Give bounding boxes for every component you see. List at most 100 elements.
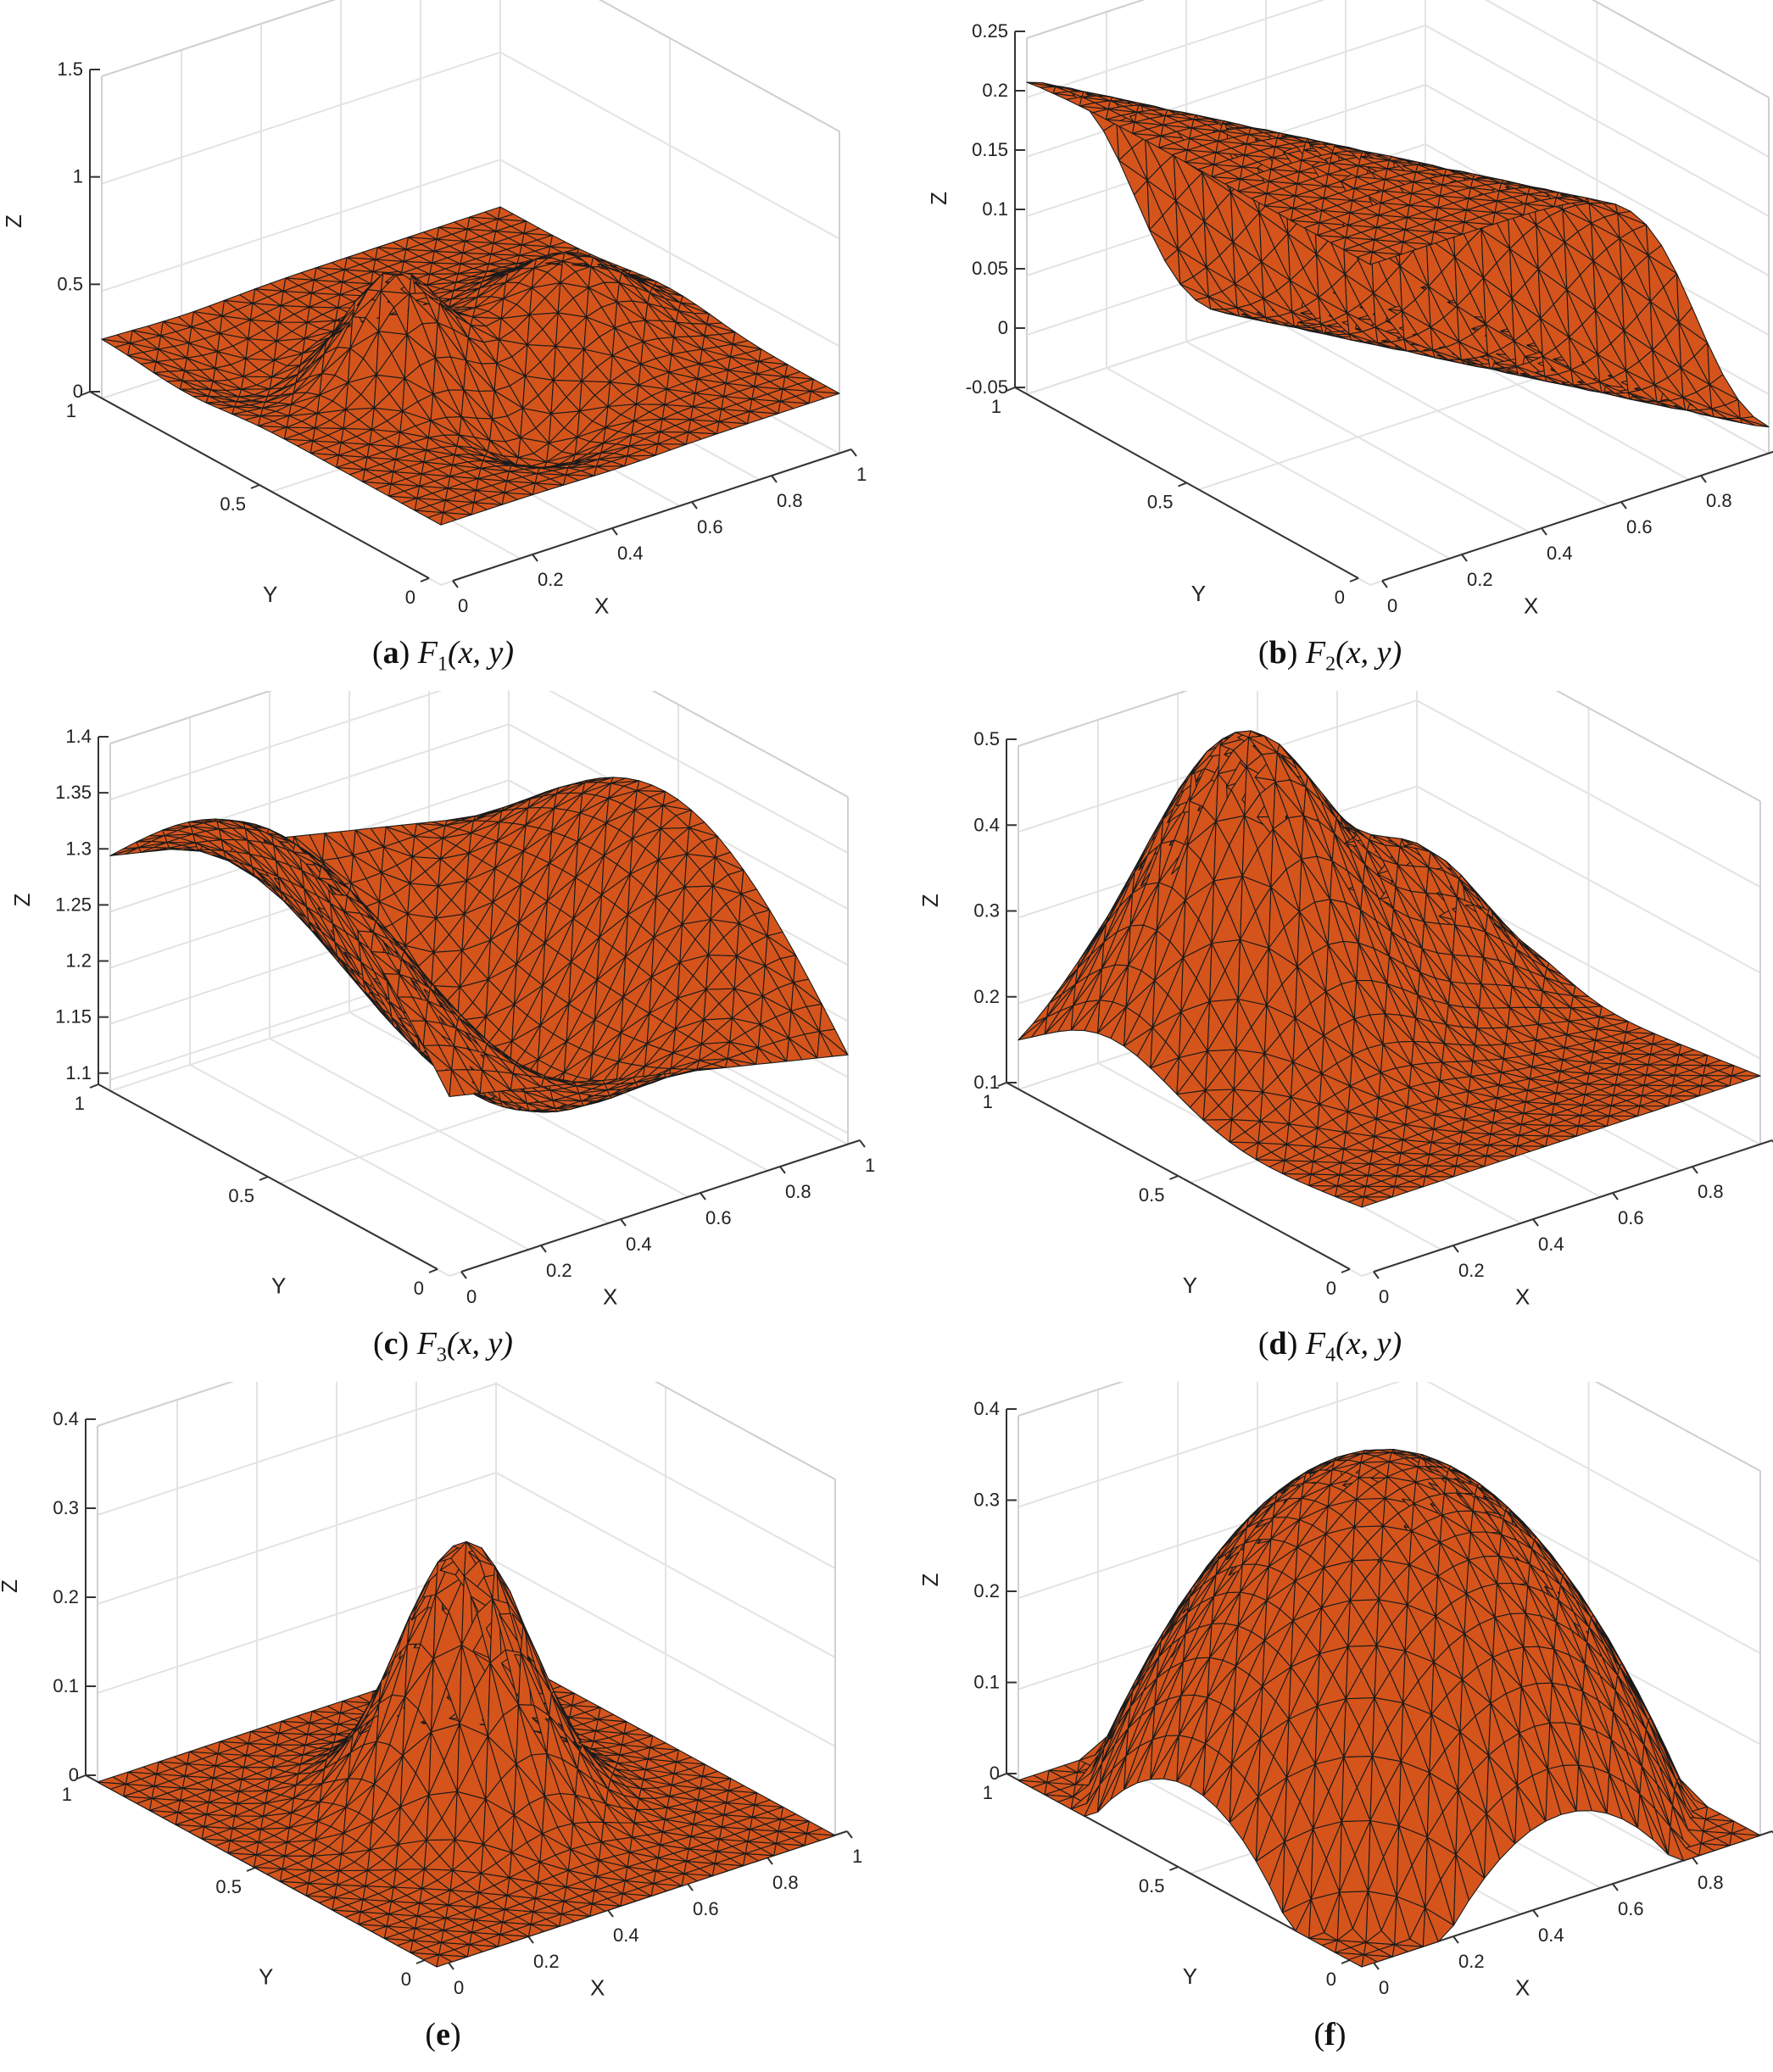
- x-tick-mark: [1382, 581, 1387, 588]
- surface-plot-c: 1.11.151.21.251.31.351.400.20.40.60.8100…: [0, 691, 886, 1318]
- z-axis-label: Z: [1, 214, 26, 228]
- x-tick-mark: [1692, 1167, 1698, 1173]
- z-tick-label: 0: [998, 317, 1008, 338]
- mesh-triangle: [1738, 399, 1753, 418]
- x-tick-label: 0: [1379, 1286, 1389, 1307]
- x-tick-label: 0.4: [617, 543, 644, 564]
- y-tick-label: 0: [414, 1278, 424, 1299]
- x-tick-mark: [541, 1245, 546, 1252]
- x-tick-mark: [772, 476, 777, 482]
- y-tick-mark: [251, 485, 259, 488]
- z-tick-label: 0.4: [973, 814, 1000, 835]
- y-tick-mark: [429, 1269, 438, 1273]
- z-axis-label: Z: [9, 893, 35, 906]
- z-tick-label: 1.1: [65, 1062, 92, 1083]
- y-tick-label: 0.5: [1139, 1184, 1165, 1206]
- x-tick-label: 0.2: [1458, 1260, 1485, 1281]
- z-tick-label: 1.4: [65, 726, 92, 747]
- panel-caption-c: (c) F3(x, y): [0, 1318, 886, 1369]
- y-tick-mark: [421, 578, 429, 582]
- z-tick-label: 1.3: [65, 838, 92, 859]
- y-axis-label: Y: [263, 582, 277, 607]
- caption-func: F: [1306, 635, 1325, 671]
- y-axis-label: Y: [271, 1273, 286, 1299]
- mesh-triangle: [707, 314, 722, 324]
- x-tick-label: 0.8: [1698, 1181, 1724, 1202]
- y-tick-label: 1: [983, 1091, 993, 1112]
- y-tick-mark: [1170, 1176, 1179, 1179]
- z-tick-label: 0: [73, 381, 83, 402]
- x-axis-label: X: [603, 1284, 617, 1310]
- x-tick-label: 0.6: [697, 516, 723, 537]
- x-tick-mark: [621, 1219, 626, 1226]
- y-axis-label: Y: [1191, 581, 1206, 606]
- x-tick-label: 1: [865, 1155, 875, 1176]
- x-tick-mark: [692, 502, 697, 509]
- y-tick-mark: [1350, 578, 1358, 582]
- z-axis-label: Z: [917, 894, 943, 907]
- x-axis-label: X: [1524, 593, 1538, 619]
- x-tick-mark: [612, 528, 617, 535]
- x-tick-label: 0: [458, 595, 468, 616]
- z-tick-label: 1.25: [55, 894, 92, 915]
- z-tick-label: 0.2: [982, 80, 1008, 101]
- caption-args: (x, y): [1335, 635, 1402, 671]
- z-tick-label: 0.1: [973, 1072, 1000, 1093]
- mesh-triangle: [794, 955, 809, 983]
- y-tick-label: 0.5: [220, 493, 246, 515]
- x-tick-mark: [700, 1193, 705, 1200]
- x-tick-mark: [1621, 502, 1626, 509]
- caption-func: F: [417, 1326, 437, 1362]
- z-axis-label: Z: [926, 192, 951, 205]
- y-axis-label: Y: [1183, 1273, 1197, 1298]
- x-tick-mark: [1453, 1245, 1458, 1252]
- panel-b: -0.0500.050.10.150.20.2500.20.40.60.8100…: [887, 0, 1773, 690]
- y-tick-label: 0: [405, 587, 415, 608]
- x-tick-mark: [860, 1140, 865, 1147]
- y-tick-label: 1: [991, 396, 1001, 417]
- x-axis: [1382, 449, 1773, 581]
- x-tick-label: 0.4: [626, 1234, 652, 1255]
- y-tick-label: 1: [75, 1093, 85, 1114]
- y-tick-mark: [1341, 1269, 1350, 1273]
- y-tick-label: 0.5: [228, 1185, 254, 1206]
- x-tick-mark: [1701, 476, 1706, 482]
- x-tick-mark: [780, 1167, 785, 1173]
- z-tick-label: 0.05: [972, 258, 1008, 279]
- x-tick-label: 1: [856, 464, 867, 485]
- z-gridline: [102, 0, 839, 131]
- x-tick-label: 0.2: [546, 1260, 572, 1281]
- y-tick-label: 0.5: [1147, 492, 1174, 513]
- x-tick-mark: [532, 554, 538, 561]
- z-tick-label: 0.2: [973, 986, 1000, 1007]
- box-edge: [1018, 691, 1417, 746]
- panel-caption-b: (b) F2(x, y): [887, 627, 1773, 678]
- x-tick-label: 0.8: [785, 1181, 811, 1202]
- x-tick-label: 0: [466, 1286, 477, 1307]
- x-tick-label: 0.4: [1547, 543, 1573, 564]
- surface-plot-b: -0.0500.050.10.150.20.2500.20.40.60.8100…: [887, 0, 1773, 627]
- x-axis-label: X: [594, 593, 609, 619]
- x-tick-label: 0.6: [1626, 516, 1653, 537]
- y-tick-label: 1: [66, 400, 76, 421]
- z-tick-label: 1.5: [57, 58, 83, 80]
- y-tick-mark: [90, 1084, 98, 1088]
- caption-tag: c: [384, 1326, 399, 1362]
- y-tick-label: 0: [1335, 587, 1345, 608]
- x-tick-label: 0.6: [705, 1207, 732, 1228]
- mesh-triangle: [820, 1004, 835, 1031]
- x-tick-mark: [1462, 554, 1467, 561]
- z-tick-label: 1.35: [55, 782, 92, 803]
- x-tick-mark: [453, 581, 458, 588]
- caption-sub: 3: [437, 1345, 447, 1367]
- z-tick-label: 1.2: [65, 950, 92, 972]
- mesh-triangle: [767, 910, 783, 936]
- surface-mesh: [110, 777, 848, 1112]
- caption-sub: 1: [438, 654, 448, 676]
- panel-d: 0.10.20.30.40.500.20.40.60.8100.51XYZ(d)…: [887, 691, 1773, 1381]
- x-tick-mark: [1533, 1219, 1538, 1226]
- caption-sub: 2: [1325, 654, 1335, 676]
